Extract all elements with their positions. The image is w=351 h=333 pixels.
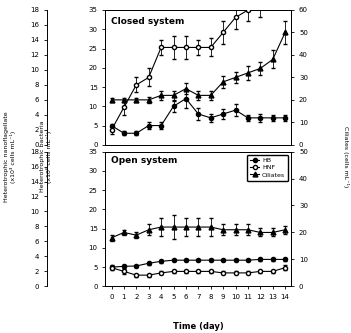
Text: Heterotrophic bacteria
(x10⁶ cells mL⁻¹): Heterotrophic bacteria (x10⁶ cells mL⁻¹) [40, 121, 52, 192]
Text: Ciliates (cells mL⁻¹): Ciliates (cells mL⁻¹) [343, 126, 349, 187]
Text: Closed system: Closed system [111, 17, 184, 26]
Text: Time (day): Time (day) [173, 322, 224, 331]
Text: Open system: Open system [111, 156, 177, 165]
Text: Heterotrophic nanoflagellate
(x10³ cells mL⁻¹): Heterotrophic nanoflagellate (x10³ cells… [4, 111, 15, 202]
Legend: HB, HNF, Ciliates: HB, HNF, Ciliates [247, 155, 288, 181]
